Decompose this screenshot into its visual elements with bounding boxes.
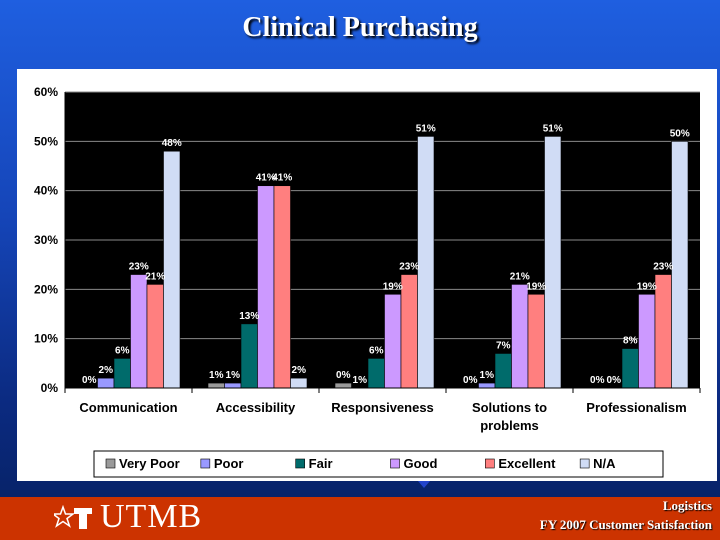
data-label: 8% <box>623 336 638 347</box>
legend-swatch <box>485 458 495 469</box>
data-label: 0% <box>336 370 351 381</box>
bar <box>671 141 689 389</box>
utmb-star-icon <box>54 505 92 529</box>
data-label: 2% <box>292 365 307 376</box>
legend-label: Good <box>404 456 438 471</box>
bar <box>97 377 115 389</box>
bar <box>240 323 258 389</box>
bar <box>478 382 496 389</box>
utmb-logo-text: UTMB <box>100 498 203 535</box>
bar <box>207 382 225 389</box>
bar-chart: 0%10%20%30%40%50%60%0%2%6%23%21%48%Commu… <box>34 85 701 478</box>
x-tick-label: Professionalism <box>586 400 686 415</box>
data-label: 1% <box>226 370 241 381</box>
bar <box>621 348 639 389</box>
legend-swatch <box>105 458 116 469</box>
legend-label: N/A <box>593 456 616 471</box>
data-label: 0% <box>82 375 97 386</box>
x-tick-label: Solutions to <box>472 400 547 415</box>
bar <box>544 136 562 389</box>
legend-swatch <box>200 458 211 469</box>
data-label: 19% <box>526 281 546 292</box>
data-label: 13% <box>239 311 259 322</box>
bar <box>367 358 385 389</box>
legend-box <box>93 450 664 478</box>
x-tick-label: Communication <box>79 400 177 415</box>
bar <box>654 274 672 389</box>
bar <box>334 382 352 389</box>
data-label: 19% <box>383 281 403 292</box>
data-label: 1% <box>209 370 224 381</box>
footer-report-title: FY 2007 Customer Satisfaction <box>539 517 712 532</box>
legend-label: Poor <box>214 456 244 471</box>
bar <box>146 284 164 389</box>
legend-swatch <box>579 458 590 469</box>
data-label: 7% <box>496 340 511 351</box>
data-label: 0% <box>463 375 478 386</box>
data-label: 51% <box>543 123 563 134</box>
bar <box>224 382 242 389</box>
data-label: 50% <box>670 128 690 139</box>
data-label: 1% <box>480 370 495 381</box>
bar <box>400 274 418 389</box>
y-tick-label: 40% <box>34 184 58 198</box>
footer-department: Logistics <box>662 498 712 513</box>
data-label: 0% <box>607 375 622 386</box>
bar <box>384 293 402 389</box>
legend-label: Fair <box>309 456 333 471</box>
bar <box>163 150 181 389</box>
legend-swatch <box>295 458 305 469</box>
data-label: 19% <box>637 281 657 292</box>
data-label: 6% <box>369 345 384 356</box>
data-label: 41% <box>272 173 292 184</box>
bar <box>290 377 308 389</box>
legend-label: Very Poor <box>119 456 180 471</box>
bar <box>257 185 275 389</box>
y-tick-label: 10% <box>34 332 58 346</box>
y-tick-label: 20% <box>34 282 58 296</box>
data-label: 6% <box>115 345 130 356</box>
data-label: 21% <box>510 271 530 282</box>
legend-swatch <box>390 458 400 469</box>
chart-panel: 0% 10% 20% 30% 40% 50% 60% 0% 2% 6% 23% 21% 48% Commu… <box>17 69 717 481</box>
y-tick-label: 60% <box>34 85 58 99</box>
footer-bar <box>0 497 720 540</box>
bar <box>638 293 656 389</box>
y-tick-label: 30% <box>34 233 58 247</box>
data-label: 51% <box>416 123 436 134</box>
bar <box>113 358 131 389</box>
slide-title: Clinical Purchasing <box>242 12 478 43</box>
legend-label: Excellent <box>498 456 556 471</box>
bar <box>494 353 512 389</box>
data-label: 0% <box>590 375 605 386</box>
pointer-triangle <box>418 481 430 488</box>
data-label: 41% <box>256 173 276 184</box>
y-tick-label: 0% <box>41 381 59 395</box>
bar <box>511 284 529 389</box>
x-tick-label: Accessibility <box>216 400 296 415</box>
bar <box>417 136 435 389</box>
bar <box>130 274 148 389</box>
x-tick-label: problems <box>480 418 539 433</box>
data-label: 1% <box>353 375 368 386</box>
x-tick-label: Responsiveness <box>331 400 434 415</box>
bar <box>273 185 291 389</box>
data-label: 23% <box>653 262 673 273</box>
data-label: 48% <box>162 138 182 149</box>
bar <box>527 293 545 389</box>
data-label: 21% <box>145 271 165 282</box>
data-label: 23% <box>129 262 149 273</box>
y-tick-label: 50% <box>34 134 58 148</box>
data-label: 23% <box>399 262 419 273</box>
data-label: 2% <box>99 365 114 376</box>
